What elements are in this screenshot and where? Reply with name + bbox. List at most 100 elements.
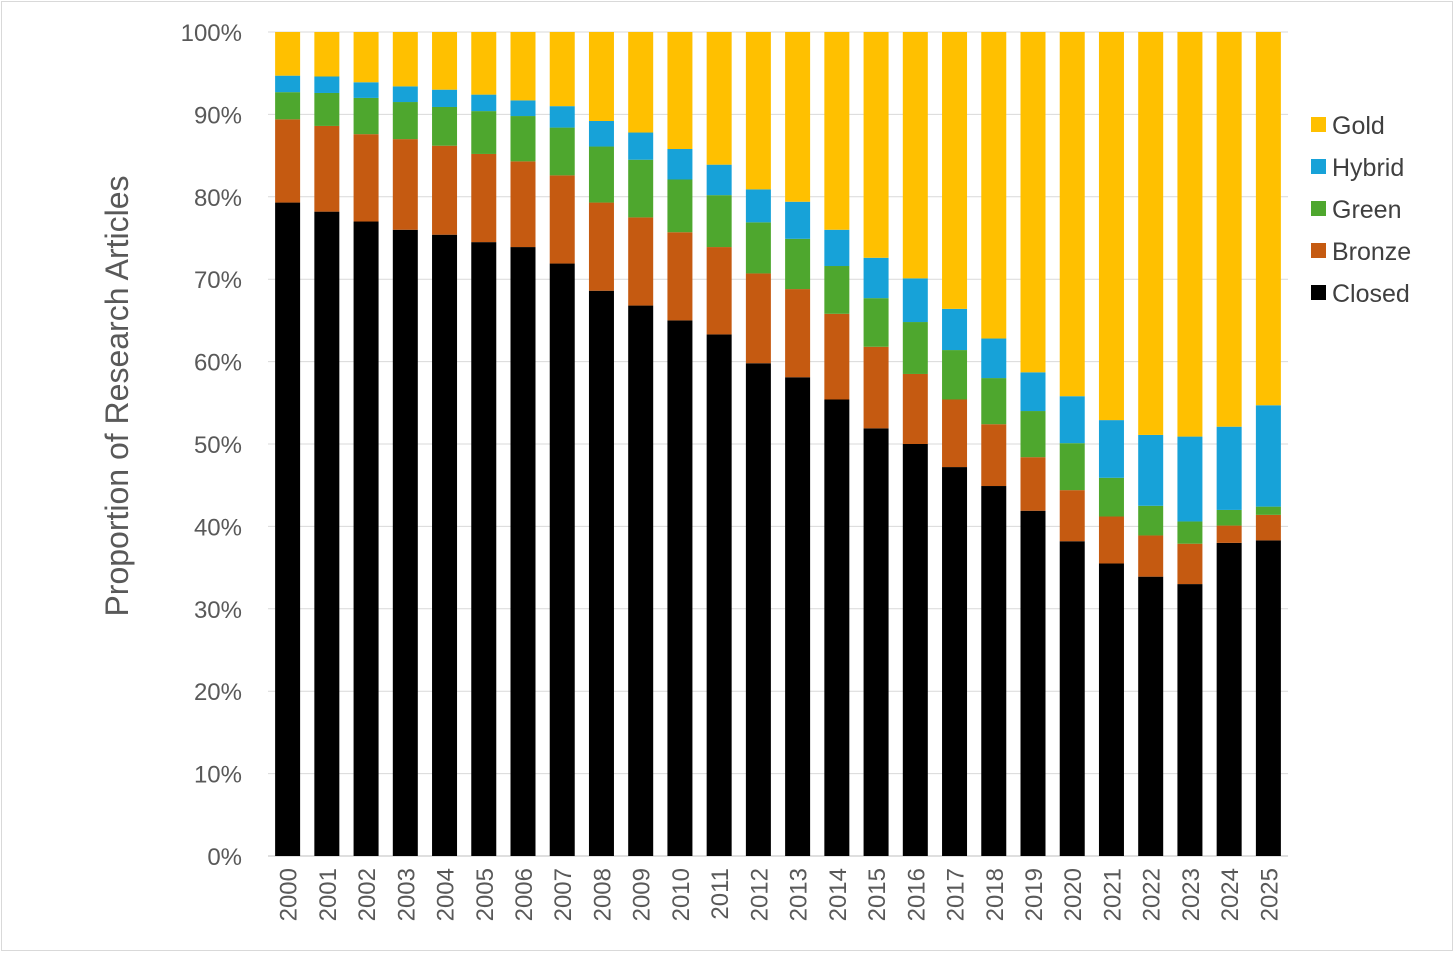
bar-green-2025: [1255, 506, 1281, 515]
bar-closed-2024: [1216, 542, 1242, 856]
bar-bronze-2012: [745, 273, 771, 364]
bar-group-2006: [510, 32, 536, 857]
bar-group-2012: [745, 32, 771, 856]
bar-green-2015: [863, 298, 889, 347]
bar-bronze-2002: [353, 134, 379, 222]
bar-green-2019: [1020, 411, 1046, 458]
bar-closed-2010: [667, 320, 693, 856]
bar-gold-2002: [353, 32, 379, 83]
x-tick-label: 2023: [1178, 868, 1205, 921]
x-tick-labels: 2000 2001 2002 2003 2004 2005 2006 2007 2008 2009…: [276, 868, 1284, 921]
x-tick-label: 2017: [943, 868, 970, 921]
bar-hybrid-2022: [1138, 434, 1164, 506]
bar-group-2015: [863, 32, 889, 856]
x-tick-label: 2022: [1139, 868, 1166, 921]
bar-green-2023: [1177, 521, 1203, 544]
x-tick-label: 2008: [589, 868, 616, 921]
bar-gold-2022: [1138, 32, 1164, 435]
x-tick-label: 2002: [354, 868, 381, 921]
bar-closed-2007: [549, 263, 575, 856]
x-tick-label: 2009: [629, 868, 656, 921]
bar-closed-2008: [588, 290, 614, 857]
legend-label-green: Green: [1332, 196, 1401, 224]
bar-hybrid-2019: [1020, 372, 1046, 412]
y-tick-label: 80%: [194, 185, 242, 212]
bar-group-2025: [1255, 32, 1281, 856]
bar-group-2008: [588, 32, 614, 857]
bar-closed-2014: [824, 399, 850, 856]
bar-gold-2001: [314, 32, 340, 77]
x-tick-label: 2024: [1217, 868, 1244, 921]
y-tick-label: 70%: [194, 267, 242, 294]
bar-green-2022: [1138, 505, 1164, 536]
bar-bronze-2004: [432, 145, 458, 235]
bar-green-2020: [1059, 443, 1085, 491]
bar-hybrid-2005: [471, 94, 497, 112]
x-tick-label: 2003: [393, 868, 420, 921]
bar-gold-2018: [981, 32, 1007, 339]
legend-label-closed: Closed: [1332, 280, 1410, 308]
y-axis-label: Proportion of Research Articles: [99, 175, 135, 616]
x-tick-label: 2000: [276, 868, 303, 921]
y-tick-label: 100%: [181, 20, 242, 47]
x-tick-label: 2011: [707, 868, 734, 920]
bar-green-2014: [824, 266, 850, 314]
bar-closed-2022: [1138, 576, 1164, 856]
bar-group-2011: [706, 32, 732, 857]
bar-closed-2015: [863, 428, 889, 856]
legend-swatch-gold: [1311, 117, 1326, 132]
bar-closed-2021: [1098, 563, 1124, 856]
bar-bronze-2023: [1177, 543, 1203, 585]
bar-bronze-2019: [1020, 457, 1046, 511]
y-tick-label: 20%: [194, 679, 242, 706]
x-tick-label: 2013: [786, 868, 813, 921]
bar-green-2004: [432, 106, 458, 146]
bar-group-2013: [785, 32, 811, 856]
bar-closed-2011: [706, 334, 732, 857]
bar-green-2013: [785, 238, 811, 290]
bar-hybrid-2020: [1059, 396, 1085, 444]
bar-bronze-2010: [667, 232, 693, 321]
bar-group-2019: [1020, 32, 1046, 856]
bar-green-2017: [942, 350, 968, 400]
bar-green-2002: [353, 97, 379, 135]
bar-gold-2024: [1216, 32, 1242, 427]
bar-closed-2016: [902, 444, 928, 856]
y-tick-label: 60%: [194, 350, 242, 377]
bar-green-2009: [628, 159, 654, 218]
bar-gold-2007: [549, 32, 575, 107]
y-tick-label: 90%: [194, 102, 242, 129]
bar-hybrid-2002: [353, 82, 379, 98]
bar-group-2002: [353, 32, 379, 856]
bar-gold-2014: [824, 32, 850, 230]
bar-hybrid-2006: [510, 100, 536, 117]
bar-gold-2006: [510, 32, 536, 101]
x-tick-label: 2018: [982, 868, 1009, 921]
bar-closed-2006: [510, 247, 536, 857]
bar-group-2020: [1059, 32, 1085, 856]
bar-closed-2002: [353, 221, 379, 856]
bar-green-2007: [549, 127, 575, 176]
bar-hybrid-2010: [667, 149, 693, 180]
bar-bronze-2016: [902, 373, 928, 444]
bar-hybrid-2018: [981, 338, 1007, 379]
x-tick-label: 2004: [433, 868, 460, 921]
bar-green-2001: [314, 92, 340, 126]
legend-swatch-green: [1311, 201, 1326, 216]
bar-gold-2019: [1020, 32, 1046, 373]
bar-hybrid-2015: [863, 257, 889, 299]
x-tick-label: 2005: [472, 868, 499, 921]
bar-green-2000: [275, 92, 301, 120]
bar-group-2005: [471, 32, 497, 856]
bar-gold-2003: [392, 32, 418, 87]
bar-gold-2023: [1177, 32, 1203, 437]
bar-bronze-2007: [549, 175, 575, 264]
bar-gold-2000: [275, 32, 301, 76]
bar-gold-2015: [863, 32, 889, 258]
bar-closed-2025: [1255, 540, 1281, 856]
bar-closed-2001: [314, 211, 340, 856]
y-tick-label: 40%: [194, 514, 242, 541]
bar-gold-2010: [667, 32, 693, 150]
bar-closed-2000: [275, 202, 301, 856]
